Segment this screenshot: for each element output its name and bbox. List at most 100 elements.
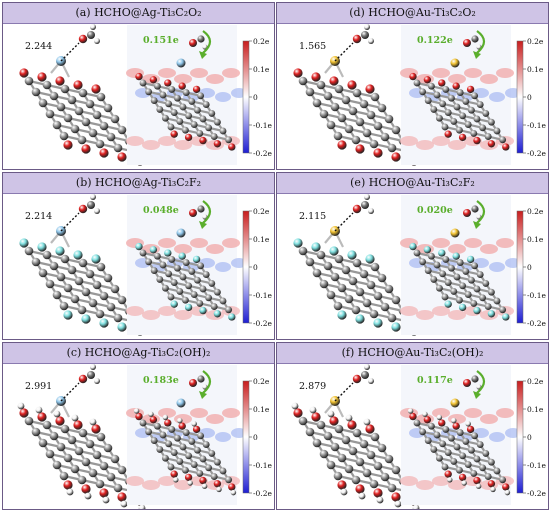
o-atom	[423, 416, 432, 424]
o-atom	[347, 80, 357, 90]
ti-atom	[326, 120, 336, 130]
ti-atom	[456, 429, 464, 437]
h-atom	[90, 24, 96, 30]
ti-atom	[202, 441, 210, 449]
colorbar-label: 0.2e	[527, 377, 544, 386]
panel-title: (d) HCHO@Au-Ti₃C₂O₂	[277, 3, 548, 24]
ti-atom	[199, 455, 207, 463]
negative-lobe	[489, 432, 505, 442]
ti-atom	[106, 472, 116, 482]
f-atom	[184, 303, 193, 312]
ti-atom	[330, 102, 340, 112]
ti-atom	[305, 257, 315, 267]
ti-atom	[199, 285, 207, 293]
ti-atom	[145, 428, 153, 436]
ti-atom	[341, 95, 351, 105]
ti-atom	[70, 294, 80, 304]
ti-atom	[167, 463, 175, 471]
ti-atom	[205, 464, 213, 472]
panel-graphic: 2.214 0.048e 0.2e 0.1e 0 -0.1e -0.2e	[19, 194, 272, 336]
bond-distance: 2.879	[299, 381, 326, 392]
ti-atom	[42, 420, 52, 430]
ti-atom	[70, 464, 80, 474]
positive-lobe	[206, 74, 224, 84]
ti-atom	[333, 131, 343, 141]
panel-f: (f) HCHO@Au-Ti₃C₂(OH)₂ 2.879 0.117e 0.2e 0.…	[276, 342, 549, 510]
ti-atom	[56, 102, 66, 112]
colorbar-label: -0.2e	[253, 319, 272, 328]
ti-atom	[352, 428, 362, 438]
ti-atom	[470, 299, 478, 307]
ti-atom	[453, 103, 461, 111]
f-atom	[502, 313, 510, 321]
o-atom	[19, 68, 29, 78]
structure-left: 2.879	[291, 364, 420, 509]
ti-atom	[333, 471, 343, 481]
h-atom	[17, 402, 25, 410]
ti-atom	[380, 472, 390, 482]
ag-atom	[176, 398, 186, 408]
ti-atom	[319, 109, 329, 119]
positive-lobe	[496, 238, 514, 248]
o-atom	[438, 419, 446, 427]
ti-atom	[182, 429, 190, 437]
ti-atom	[380, 302, 390, 312]
ti-atom	[424, 267, 432, 275]
ti-atom	[67, 95, 77, 105]
o-atom	[487, 480, 496, 488]
o-atom	[99, 488, 109, 498]
arrow-head	[473, 391, 481, 399]
panel-a: (a) HCHO@Ag-Ti₃C₂O₂ 2.244 0.151e 0.2e 0.1e 0…	[2, 2, 275, 170]
ti-atom	[113, 483, 123, 493]
ti-atom	[348, 446, 358, 456]
arrow-head	[473, 221, 481, 229]
o-atom	[355, 484, 365, 494]
f-atom	[164, 249, 172, 257]
ti-atom	[24, 246, 34, 256]
positive-lobe	[174, 74, 192, 84]
ag-atom	[176, 228, 186, 238]
negative-lobe	[489, 262, 505, 272]
colorbar	[516, 40, 524, 154]
ti-atom	[70, 124, 80, 134]
ti-atom	[305, 87, 315, 97]
ti-atom	[439, 440, 447, 448]
o-atom	[73, 420, 83, 430]
ti-atom	[99, 121, 109, 131]
ti-atom	[60, 84, 70, 94]
ti-atom	[77, 135, 87, 145]
ti-atom	[387, 313, 397, 323]
o-atom	[409, 72, 417, 81]
ti-atom	[479, 464, 487, 472]
ti-atom	[190, 461, 198, 469]
ti-atom	[462, 437, 470, 445]
colorbar-label: 0.2e	[527, 37, 544, 46]
ti-atom	[193, 446, 201, 454]
charge-density-map: 0.117e 0.2e 0.1e 0 -0.1e -0.2e	[400, 365, 546, 505]
panel-title: (b) HCHO@Ag-Ti₃C₂F₂	[3, 173, 274, 194]
ti-atom	[110, 284, 120, 294]
c-atom	[471, 35, 479, 43]
f-atom	[37, 242, 47, 252]
o-atom	[337, 140, 347, 150]
ti-atom	[92, 450, 102, 460]
h-atom	[120, 500, 128, 508]
transferred-charge: 0.048e	[143, 205, 179, 216]
ti-atom	[38, 98, 48, 108]
positive-lobe	[206, 414, 224, 424]
h-atom	[201, 483, 208, 489]
o-atom	[189, 379, 197, 387]
ti-atom	[366, 110, 376, 120]
ti-atom	[348, 276, 358, 286]
panel-title: (c) HCHO@Ag-Ti₃C₂(OH)₂	[3, 343, 274, 364]
ti-atom	[74, 276, 84, 286]
ti-atom	[330, 272, 340, 282]
h-atom	[133, 408, 140, 414]
o-atom	[55, 416, 65, 426]
ti-atom	[334, 84, 344, 94]
ti-atom	[493, 467, 501, 475]
o-atom	[373, 148, 383, 158]
ti-atom	[435, 284, 443, 292]
h-atom	[35, 406, 43, 414]
ti-atom	[95, 309, 105, 319]
